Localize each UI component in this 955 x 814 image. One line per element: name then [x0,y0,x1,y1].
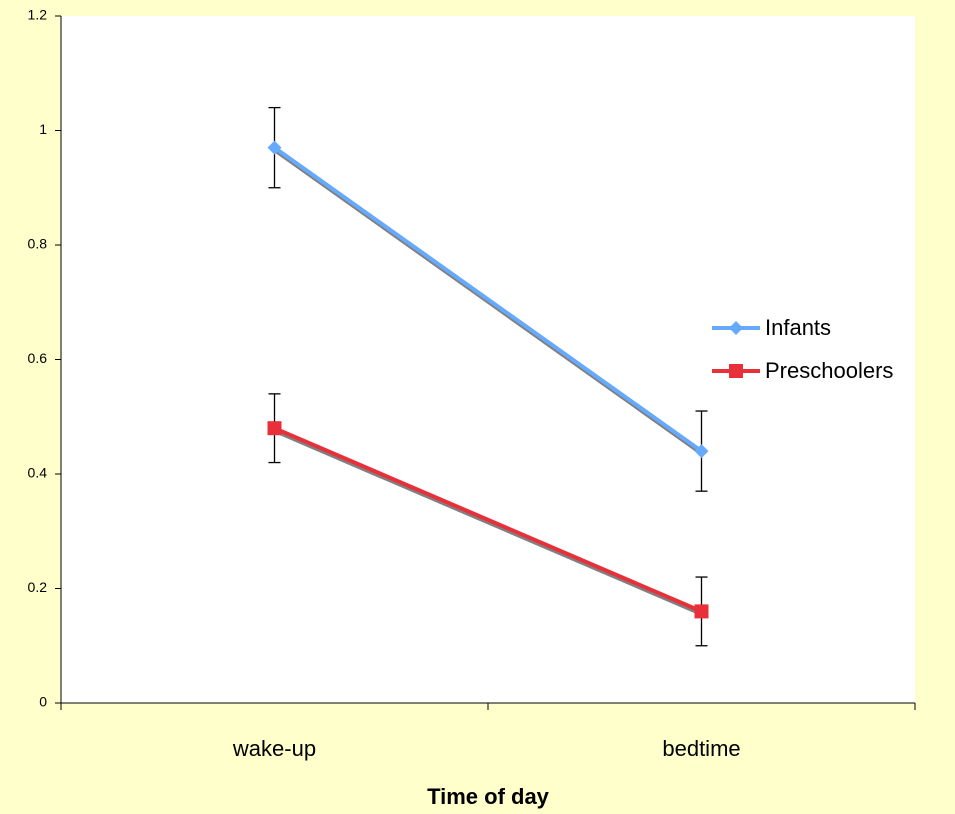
marker [267,140,282,155]
marker [694,604,709,619]
series-line [273,426,703,614]
line-shadow [274,429,704,617]
y-tick-label: 0.6 [28,350,48,366]
x-tick-label: bedtime [662,736,740,761]
marker [729,364,743,378]
legend-label: Preschoolers [765,358,893,383]
marker [729,321,743,335]
y-tick-label: 0 [39,694,47,710]
y-tick-label: 0.4 [28,465,48,481]
y-tick-label: 0.2 [28,579,48,595]
y-tick-label: 0.8 [28,236,48,252]
plot-area [61,16,915,703]
marker [694,444,709,459]
legend-label: Infants [765,315,831,340]
series-line [273,146,703,453]
y-tick-label: 1 [39,121,47,137]
x-tick-label: wake-up [232,736,316,761]
y-tick-label: 1.2 [28,7,48,23]
marker [267,421,282,436]
x-axis-title: Time of day [427,784,550,809]
